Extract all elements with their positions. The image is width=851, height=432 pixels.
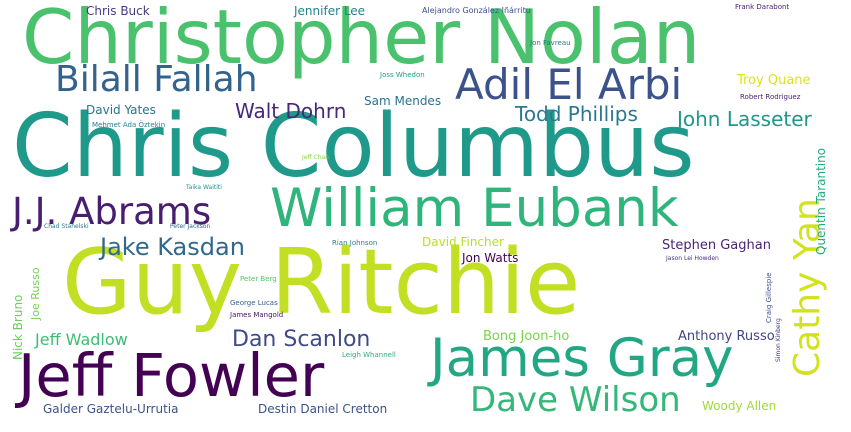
word-simon-kinberg: Simon Kinberg	[775, 318, 782, 362]
word-todd-phillips: Todd Phillips	[515, 102, 638, 126]
word-jeff-fowler: Jeff Fowler	[18, 341, 325, 410]
word-peter-jackson: Peter Jackson	[170, 223, 211, 230]
word-jj-abrams: J.J. Abrams	[12, 190, 212, 233]
word-frank-darabont: Frank Darabont	[735, 3, 790, 11]
word-chris-buck: Chris Buck	[86, 4, 150, 18]
word-walt-dohrn: Walt Dohrn	[235, 99, 347, 123]
word-guy-ritchie: Guy Ritchie	[62, 230, 581, 335]
word-jake-kasdan: Jake Kasdan	[100, 233, 245, 261]
word-james-gray: James Gray	[430, 328, 734, 389]
word-robert-rodriguez: Robert Rodriguez	[740, 93, 801, 101]
word-nick-bruno: Nick Bruno	[11, 294, 25, 360]
word-jason-lei-howden: Jason Lei Howden	[666, 255, 719, 262]
word-troy-quane: Troy Quane	[737, 73, 811, 88]
word-christopher-nolan: Christopher Nolan	[22, 0, 701, 81]
word-george-lucas: George Lucas	[230, 299, 278, 307]
word-sam-mendes: Sam Mendes	[364, 94, 442, 108]
word-chris-columbus: Chris Columbus	[12, 95, 695, 197]
word-peter-berg: Peter Berg	[240, 275, 277, 283]
word-dave-wilson: Dave Wilson	[470, 380, 681, 420]
word-dan-scanlon: Dan Scanlon	[232, 327, 371, 352]
word-craig-gillespie: Craig Gillespie	[765, 272, 773, 323]
word-adil-el-arbi: Adil El Arbi	[455, 60, 683, 109]
word-mehmet-ada-oztekin: Mehmet Ada Öztekin	[92, 121, 166, 129]
word-james-mangold: James Mangold	[230, 311, 284, 319]
word-joe-russo: Joe Russo	[29, 267, 42, 320]
word-rian-johnson: Rian Johnson	[332, 239, 378, 247]
word-stephen-gaghan: Stephen Gaghan	[662, 238, 771, 253]
word-david-yates: David Yates	[86, 103, 156, 117]
word-john-lasseter: John Lasseter	[677, 107, 812, 131]
word-william-eubank: William Eubank	[270, 178, 679, 239]
word-chad-stahelski: Chad Stahelski	[44, 223, 89, 230]
word-jeff-chan: Jeff Chan	[302, 154, 329, 161]
word-jeff-wadlow: Jeff Wadlow	[35, 330, 128, 349]
word-bilall-fallah: Bilall Fallah	[55, 59, 258, 100]
word-jennifer-lee: Jennifer Lee	[294, 4, 366, 18]
word-quentin-tarantino: Quentin Tarantino	[814, 147, 828, 255]
word-destin-daniel-cretton: Destin Daniel Cretton	[258, 402, 388, 416]
word-woody-allen: Woody Allen	[702, 399, 777, 413]
word-jon-watts: Jon Watts	[462, 251, 519, 265]
word-joss-whedon: Joss Whedon	[380, 71, 425, 79]
word-alejandro-gonzalez-inarritu: Alejandro González Iñárritu	[422, 6, 531, 15]
word-taika-waititi: Taika Waititi	[186, 184, 222, 191]
word-anthony-russo: Anthony Russo	[678, 329, 775, 344]
word-bong-joon-ho: Bong Joon-ho	[483, 329, 570, 344]
word-jon-favreau: Jon Favreau	[530, 39, 571, 47]
word-galder-gaztelu-urrutia: Galder Gaztelu-Urrutia	[43, 402, 179, 416]
word-david-fincher: David Fincher	[422, 235, 504, 249]
word-leigh-whannell: Leigh Whannell	[342, 351, 396, 359]
